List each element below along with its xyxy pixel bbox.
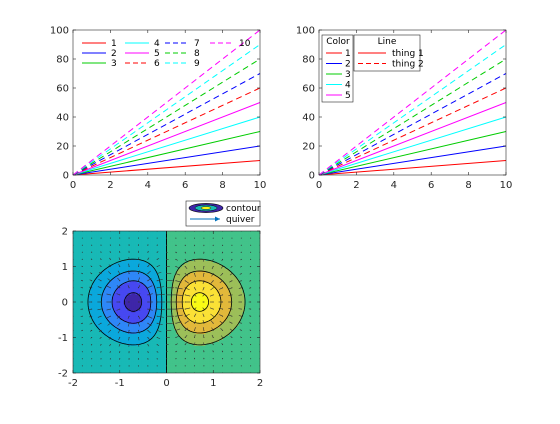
color-legend-label-4: 4 — [345, 81, 351, 91]
subplot-2-ytick-label: 80 — [302, 55, 315, 66]
subplot-1-ytick-label: 0 — [63, 171, 69, 182]
series-line-8 — [73, 59, 260, 175]
line-legend-title: Line — [378, 37, 397, 47]
series-line-9 — [73, 45, 260, 176]
legend-label-2: 2 — [111, 49, 117, 59]
subplot-1-xtick-label: 10 — [254, 180, 267, 191]
series-line-2 — [73, 146, 260, 175]
series-line-2 — [319, 146, 506, 175]
subplot-1-legend: 123 456 789 10 — [82, 39, 251, 69]
subplot-2-ytick-label: 60 — [302, 84, 315, 95]
series-line-1 — [73, 161, 260, 176]
subplot-1-ytick-label: 100 — [50, 26, 69, 37]
color-legend-label-3: 3 — [345, 70, 351, 80]
subplot-1-ytick-label: 40 — [56, 113, 69, 124]
series-line-5 — [319, 103, 506, 176]
subplot-2-xtick-label: 8 — [465, 180, 471, 191]
subplot-2-xtick-label: 4 — [391, 180, 397, 191]
legend-label-8: 8 — [194, 49, 200, 59]
subplot-2-xtick-label: 10 — [500, 180, 513, 191]
subplot-1-ytick-label: 80 — [56, 55, 69, 66]
subplot-1-xtick-label: 8 — [219, 180, 225, 191]
subplot-1-lines — [73, 30, 260, 175]
color-legend-label-1: 1 — [345, 49, 351, 59]
subplot-1-ytick-label: 20 — [56, 142, 69, 153]
legend-label-1: 1 — [111, 39, 117, 49]
legend-label-5: 5 — [154, 49, 160, 59]
line-legend-label-1: thing 1 — [392, 49, 424, 59]
series-line-4 — [319, 117, 506, 175]
series-line-7 — [73, 74, 260, 176]
subplot-1-xtick-label: 4 — [145, 180, 151, 191]
subplot-2-ytick-label: 20 — [302, 142, 315, 153]
subplot-1-xtick-label: 0 — [70, 180, 76, 191]
legend-label-3: 3 — [111, 59, 117, 69]
legend-label-4: 4 — [154, 39, 160, 49]
series-line-6 — [73, 88, 260, 175]
subplot-2-ytick-label: 100 — [296, 26, 315, 37]
subplot-1-ytick-label: 60 — [56, 84, 69, 95]
series-line-5 — [73, 103, 260, 176]
legend-label-10: 10 — [239, 39, 251, 49]
subplot-2-ytick-label: 40 — [302, 113, 315, 124]
line-legend-label-2: thing 2 — [392, 60, 424, 70]
subplot-2-xtick-label: 6 — [428, 180, 434, 191]
color-legend-label-5: 5 — [345, 91, 351, 101]
subplot-2-ytick-label: 0 — [309, 171, 315, 182]
subplot-2-xtick-label: 2 — [353, 180, 359, 191]
color-legend-title: Color — [326, 37, 350, 47]
legend-label-6: 6 — [154, 59, 160, 69]
series-line-1 — [319, 161, 506, 176]
legend-label-7: 7 — [194, 39, 200, 49]
subplot-1-xtick-label: 6 — [182, 180, 188, 191]
subplot-2-xtick-label: 0 — [316, 180, 322, 191]
series-line-4 — [73, 117, 260, 175]
subplot-1-xtick-label: 2 — [107, 180, 113, 191]
color-legend-label-2: 2 — [345, 60, 351, 70]
legend-label-9: 9 — [194, 59, 200, 69]
